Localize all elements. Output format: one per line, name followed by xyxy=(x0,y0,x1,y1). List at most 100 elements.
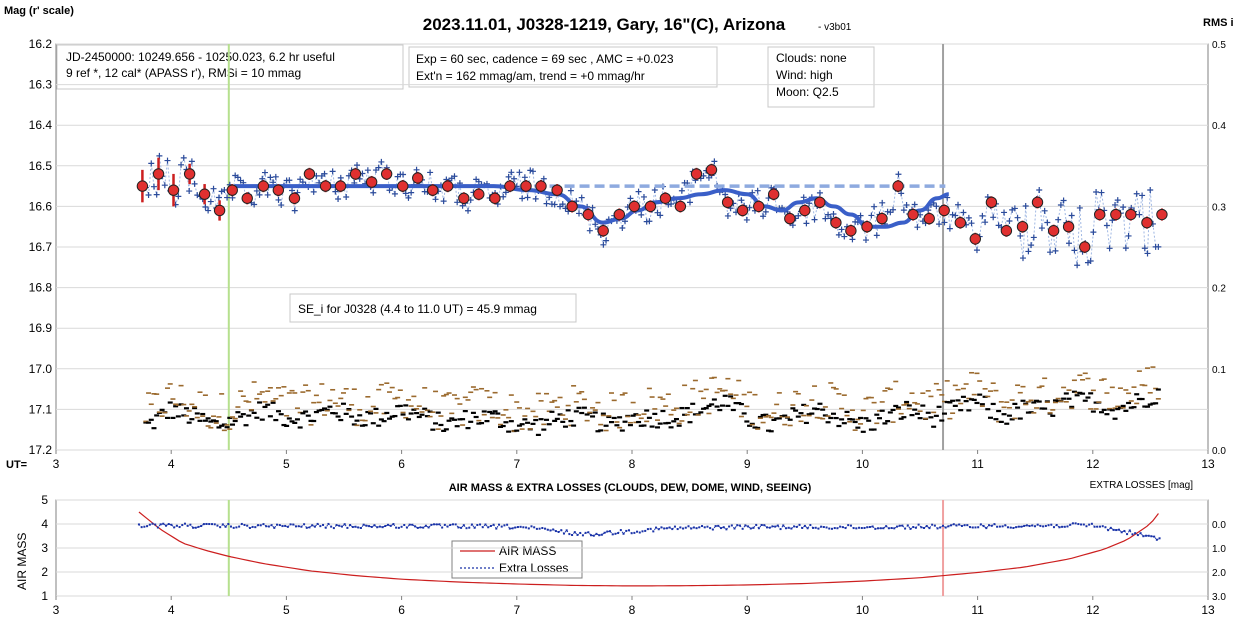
extra-losses-point xyxy=(974,526,977,529)
extra-losses-point xyxy=(162,522,165,525)
bottom-x-tick-label: 12 xyxy=(1086,603,1100,617)
individual-measurement-point xyxy=(508,169,515,176)
extra-losses-point xyxy=(146,525,149,528)
extra-losses-point xyxy=(527,527,530,530)
extra-losses-point xyxy=(782,524,785,527)
individual-measurement-point xyxy=(559,201,566,208)
extra-losses-point xyxy=(581,534,584,537)
extra-losses-point xyxy=(151,522,154,525)
top-y-tick-label: 16.4 xyxy=(29,118,53,132)
extra-losses-point xyxy=(598,534,601,537)
top-x-tick-label: 11 xyxy=(971,457,984,471)
extra-losses-point xyxy=(194,526,197,529)
extra-losses-point xyxy=(240,522,243,525)
individual-measurement-point xyxy=(145,192,152,199)
individual-measurement-point xyxy=(722,191,729,198)
extra-losses-point xyxy=(354,525,357,528)
individual-measurement-point xyxy=(868,212,875,219)
extra-losses-point xyxy=(1042,525,1045,528)
extra-losses-point xyxy=(137,523,140,526)
individual-measurement-point xyxy=(234,174,241,181)
binned-point xyxy=(412,172,424,184)
extra-losses-point xyxy=(939,526,942,529)
binned-point xyxy=(830,216,842,229)
individual-measurement-point xyxy=(1060,197,1067,204)
extra-losses-point xyxy=(633,531,636,534)
individual-measurement-point xyxy=(1047,249,1054,256)
binned-point xyxy=(674,200,687,213)
individual-measurement-point xyxy=(391,190,398,197)
extra-losses-point xyxy=(941,524,944,527)
top-y-tick-label: 17.2 xyxy=(29,443,53,457)
individual-measurement-point xyxy=(527,167,534,174)
extra-losses-point xyxy=(925,525,928,528)
binned-point xyxy=(167,184,180,196)
extra-losses-point xyxy=(690,527,693,530)
bottom-y-axis-label: AIR MASS xyxy=(15,533,29,590)
individual-measurement-point xyxy=(343,194,350,201)
individual-measurement-point xyxy=(1122,245,1129,252)
individual-measurement-point xyxy=(955,201,962,208)
individual-measurement-point xyxy=(1087,258,1094,265)
extra-losses-point xyxy=(197,525,200,528)
extra-losses-point xyxy=(335,524,338,527)
extra-losses-point xyxy=(202,523,205,526)
individual-measurement-point xyxy=(289,187,296,194)
extra-losses-point xyxy=(535,527,538,530)
individual-measurement-point xyxy=(589,204,596,211)
extra-losses-point xyxy=(441,526,444,529)
individual-measurement-point xyxy=(451,173,458,180)
binned-point xyxy=(566,200,578,213)
extra-losses-point xyxy=(408,523,411,526)
extra-losses-point xyxy=(457,526,460,529)
extra-losses-point xyxy=(278,524,281,527)
bottom-panel-title: AIR MASS & EXTRA LOSSES (CLOUDS, DEW, DO… xyxy=(449,482,812,494)
extra-losses-point xyxy=(757,527,760,530)
binned-point xyxy=(985,196,998,209)
extra-losses-point xyxy=(698,526,701,529)
extra-losses-point xyxy=(433,523,436,526)
individual-measurement-point xyxy=(1041,207,1048,214)
extra-losses-point xyxy=(1001,525,1004,528)
extra-losses-point xyxy=(904,527,907,530)
top-x-tick-label: 10 xyxy=(856,457,870,471)
top-x-tick-label: 9 xyxy=(744,457,751,471)
extra-losses-point xyxy=(1085,525,1088,528)
extra-losses-point xyxy=(235,526,238,529)
top-x-tick-label: 3 xyxy=(53,457,60,471)
extra-losses-point xyxy=(1017,525,1020,528)
binned-point xyxy=(365,176,378,188)
top-x-tick-label: 5 xyxy=(283,457,290,471)
binned-point xyxy=(380,168,393,180)
individual-measurement-point xyxy=(427,169,434,176)
individual-measurement-point xyxy=(224,194,231,201)
binned-point xyxy=(753,200,765,213)
extra-losses-point xyxy=(590,534,593,537)
extra-losses-point xyxy=(958,523,961,526)
binned-point xyxy=(272,184,285,196)
extra-losses-point xyxy=(655,526,658,529)
extra-losses-point xyxy=(181,524,184,527)
binned-point xyxy=(427,184,439,196)
extra-losses-point xyxy=(219,526,222,529)
extra-losses-point xyxy=(183,522,186,525)
extra-losses-point xyxy=(1145,534,1148,537)
individual-measurement-point xyxy=(952,212,959,219)
individual-measurement-point xyxy=(586,227,593,234)
individual-measurement-point xyxy=(1133,190,1140,197)
extra-losses-point xyxy=(1107,529,1110,532)
individual-measurement-point xyxy=(332,188,339,195)
individual-measurement-point xyxy=(413,166,420,173)
extra-losses-point xyxy=(898,524,901,527)
extra-losses-point xyxy=(411,523,414,526)
extra-losses-point xyxy=(308,526,311,529)
individual-measurement-point xyxy=(202,204,209,211)
extra-losses-point xyxy=(671,528,674,531)
extra-losses-point xyxy=(998,525,1001,528)
individual-measurement-point xyxy=(576,210,583,217)
individual-measurement-point xyxy=(1106,245,1113,252)
info-exp-line1: Exp = 60 sec, cadence = 69 sec , AMC = +… xyxy=(416,52,674,66)
extra-losses-point xyxy=(300,525,303,528)
individual-measurement-point xyxy=(816,189,823,196)
individual-measurement-point xyxy=(619,224,626,231)
